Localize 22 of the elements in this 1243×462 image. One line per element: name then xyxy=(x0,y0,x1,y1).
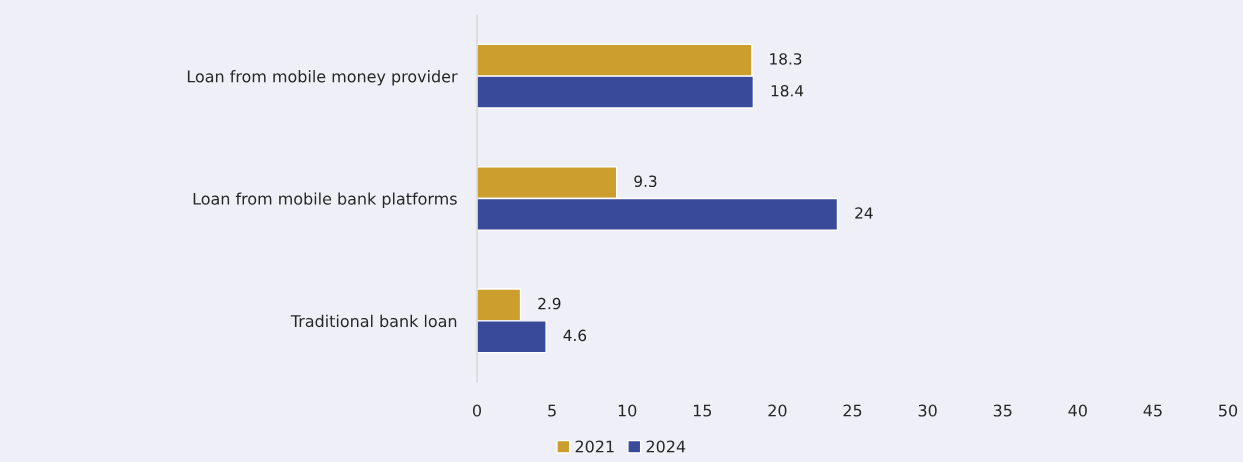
x-tick-label: 50 xyxy=(1219,404,1238,417)
x-tick-label: 40 xyxy=(1068,404,1087,417)
data-label: 2.9 xyxy=(538,297,561,310)
x-tick-label: 25 xyxy=(843,404,862,417)
data-label: 24 xyxy=(855,207,873,219)
y-tick-label: Loan from mobile bank platforms xyxy=(193,192,457,208)
x-tick-label: 10 xyxy=(618,404,637,417)
y-tick-label: Traditional bank loan xyxy=(290,314,457,328)
data-label: 18.4 xyxy=(771,84,804,97)
y-tick-label: Loan from mobile money provider xyxy=(187,70,458,86)
x-tick-label: 20 xyxy=(768,404,787,417)
data-label: 4.6 xyxy=(563,329,587,342)
legend-label: 2024 xyxy=(646,440,686,453)
x-tick-label: 35 xyxy=(993,404,1012,417)
legend-label: 2021 xyxy=(575,440,614,453)
data-label: 9.3 xyxy=(634,175,657,188)
x-tick-label: 15 xyxy=(693,404,712,417)
x-tick-label: 0 xyxy=(472,404,482,417)
data-label: 18.3 xyxy=(770,53,802,65)
x-tick-label: 30 xyxy=(918,404,937,417)
x-tick-label: 45 xyxy=(1143,404,1162,417)
x-tick-label: 5 xyxy=(548,404,556,417)
